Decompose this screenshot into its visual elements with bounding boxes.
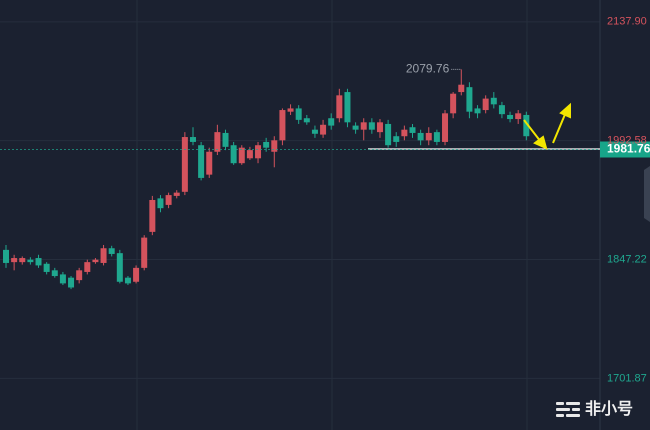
- arrow-up: [552, 111, 567, 144]
- candle-body: [133, 267, 140, 282]
- candle-body: [141, 237, 148, 268]
- candle-body: [11, 258, 18, 263]
- candle-body: [59, 274, 66, 284]
- logo-bar: [566, 414, 580, 417]
- candle-body: [238, 147, 245, 164]
- candle-body: [108, 248, 115, 254]
- candle-body: [246, 150, 253, 159]
- candles: [3, 69, 530, 290]
- logo-bar: [556, 402, 564, 405]
- candle-body: [385, 123, 392, 146]
- candle-body: [222, 132, 229, 147]
- candle-body: [320, 124, 327, 135]
- logo-bar: [572, 408, 580, 411]
- candle-body: [417, 132, 424, 141]
- arrow-down: [523, 119, 542, 143]
- candle-body: [450, 93, 457, 114]
- candle-body: [328, 118, 335, 126]
- candle-body: [27, 259, 34, 263]
- candle-body: [433, 132, 440, 142]
- last-price-box: [600, 141, 650, 158]
- side-tab[interactable]: [644, 166, 650, 222]
- candle-body: [474, 108, 481, 114]
- candle-body: [68, 277, 75, 288]
- candle-body: [523, 114, 530, 137]
- candle-body: [173, 192, 180, 196]
- candle-body: [515, 113, 522, 120]
- candle-body: [498, 105, 505, 115]
- candle-body: [393, 136, 400, 142]
- candle-body: [401, 129, 408, 137]
- candle-body: [458, 84, 465, 93]
- grid: [0, 0, 600, 430]
- candle-body: [157, 198, 164, 209]
- candle-body: [507, 114, 514, 120]
- candle-body: [230, 145, 237, 164]
- candle-body: [206, 151, 213, 175]
- candle-body: [360, 122, 367, 130]
- candle-body: [311, 129, 318, 134]
- candle-body: [51, 270, 58, 277]
- candle-body: [279, 110, 286, 141]
- candle-body: [425, 132, 432, 141]
- candle-body: [336, 95, 343, 119]
- watermark-logo: [556, 402, 580, 417]
- arrow-head: [559, 102, 571, 119]
- candle-body: [19, 258, 26, 263]
- candle-body: [263, 141, 270, 148]
- candle-body: [116, 253, 123, 282]
- candle-body: [442, 113, 449, 142]
- candle-body: [181, 137, 188, 192]
- overlay: 2079.76 1981.76: [0, 62, 650, 158]
- candle-body: [124, 277, 131, 284]
- y-tick-label: 2137.90: [607, 16, 647, 28]
- candle-body: [287, 108, 294, 112]
- candle-body: [466, 87, 473, 112]
- candle-body: [490, 97, 497, 105]
- candle-body: [295, 108, 302, 120]
- logo-bar: [556, 408, 570, 411]
- candle-body: [100, 248, 107, 263]
- y-tick-label: 1992.58: [607, 135, 647, 147]
- candle-body: [189, 137, 196, 142]
- high-label: 2079.76: [406, 62, 450, 76]
- candle-body: [482, 98, 489, 111]
- candle-body: [409, 127, 416, 133]
- candle-body: [3, 249, 9, 263]
- candle-body: [43, 263, 50, 272]
- candle-body: [376, 122, 383, 133]
- candle-body: [35, 258, 42, 266]
- logo-bar: [566, 402, 580, 405]
- candle-body: [92, 259, 99, 263]
- candle-body: [271, 140, 278, 152]
- candle-body: [198, 145, 205, 178]
- candle-body: [344, 92, 351, 123]
- candle-body: [84, 262, 91, 272]
- arrows: [523, 102, 571, 150]
- candle-body: [165, 195, 172, 205]
- candle-body: [368, 122, 375, 130]
- candle-body: [149, 199, 156, 232]
- candle-body: [352, 125, 359, 130]
- candle-body: [303, 118, 310, 123]
- last-price-label: 1981.76: [607, 142, 650, 156]
- candle-body: [255, 145, 262, 159]
- candle-body: [76, 270, 83, 281]
- watermark: 非小号: [585, 399, 633, 418]
- y-tick-label: 1701.87: [607, 372, 647, 384]
- logo-bar: [556, 414, 564, 417]
- candle-body: [214, 132, 221, 152]
- y-tick-label: 1847.22: [607, 253, 647, 265]
- arrow-head: [533, 135, 548, 150]
